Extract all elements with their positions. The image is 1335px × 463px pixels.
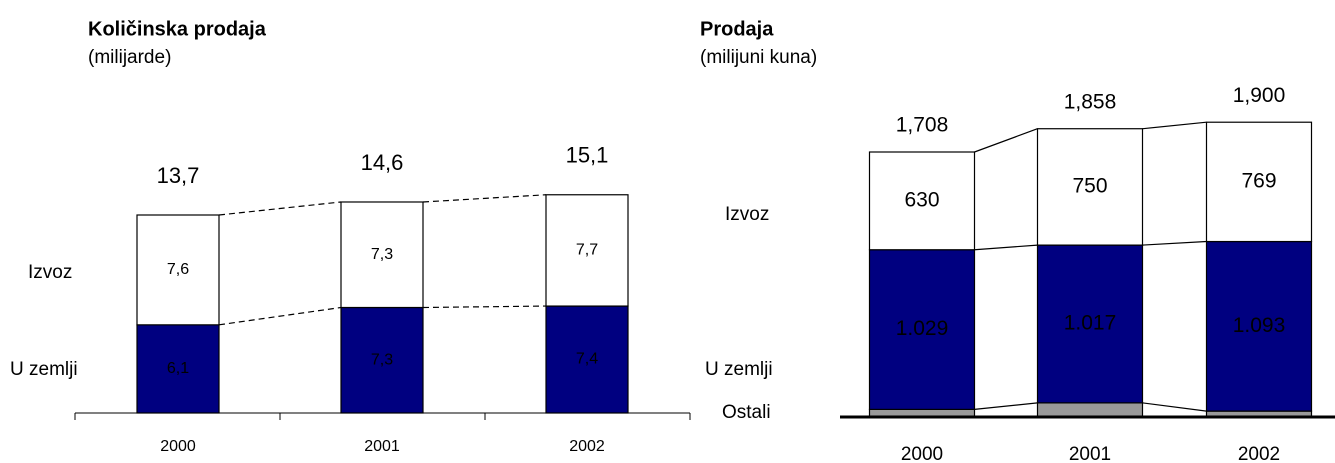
x-tick-label: 2000 xyxy=(901,444,943,463)
total-label: 14,6 xyxy=(361,150,404,175)
chart-title: Prodaja xyxy=(700,18,774,40)
bar-segment xyxy=(868,151,976,251)
value-label: 630 xyxy=(904,188,939,211)
series-label: Ostali xyxy=(722,402,771,423)
total-label: 1,900 xyxy=(1233,84,1286,107)
bar-segment xyxy=(136,324,220,414)
chart-subtitle: (milijuni kuna) xyxy=(700,47,817,68)
bar-segment xyxy=(545,305,629,414)
value-label: 7,4 xyxy=(576,351,598,368)
connector xyxy=(974,244,1038,251)
value-label: 1.017 xyxy=(1064,312,1117,335)
chart-title: Količinska prodaja xyxy=(88,18,267,40)
x-tick-label: 2000 xyxy=(160,438,196,455)
total-label: 13,7 xyxy=(157,163,200,188)
x-tick-label: 2001 xyxy=(364,438,400,455)
connector xyxy=(218,306,342,326)
bar-segment xyxy=(1036,244,1144,404)
connector xyxy=(218,201,342,216)
series-label: U zemlji xyxy=(10,359,78,380)
chart-subtitle: (milijarde) xyxy=(88,47,171,68)
x-tick-label: 2002 xyxy=(569,438,605,455)
bar-segment xyxy=(136,214,220,326)
series-label: Izvoz xyxy=(725,204,769,225)
total-label: 1,708 xyxy=(896,114,949,137)
connector xyxy=(974,128,1038,153)
connector xyxy=(974,402,1038,410)
value-label: 769 xyxy=(1241,169,1276,192)
value-label: 6,1 xyxy=(167,360,189,377)
connector xyxy=(422,194,547,203)
bar-segment xyxy=(1036,128,1144,246)
bar-segment xyxy=(1036,402,1144,418)
series-label: U zemlji xyxy=(705,359,773,380)
value-label: 7,7 xyxy=(576,242,598,259)
total-label: 1,858 xyxy=(1064,90,1117,113)
value-label: 1.029 xyxy=(896,317,949,340)
value-label: 7,6 xyxy=(167,261,189,278)
total-label: 15,1 xyxy=(566,143,609,168)
series-label: Izvoz xyxy=(28,262,72,283)
connector xyxy=(1142,240,1207,246)
bar-segment xyxy=(340,201,424,309)
x-tick-label: 2001 xyxy=(1069,444,1111,463)
bar-segment xyxy=(1205,121,1313,243)
connector xyxy=(1142,121,1207,130)
value-label: 7,3 xyxy=(371,246,393,263)
x-tick-label: 2002 xyxy=(1238,444,1280,463)
value-label: 1.093 xyxy=(1233,314,1286,337)
value-label: 7,3 xyxy=(371,351,393,368)
connector xyxy=(422,305,547,309)
value-label: 750 xyxy=(1072,174,1107,197)
bar-segment xyxy=(545,194,629,307)
connector xyxy=(1142,402,1207,412)
bar-segment xyxy=(1205,240,1313,412)
